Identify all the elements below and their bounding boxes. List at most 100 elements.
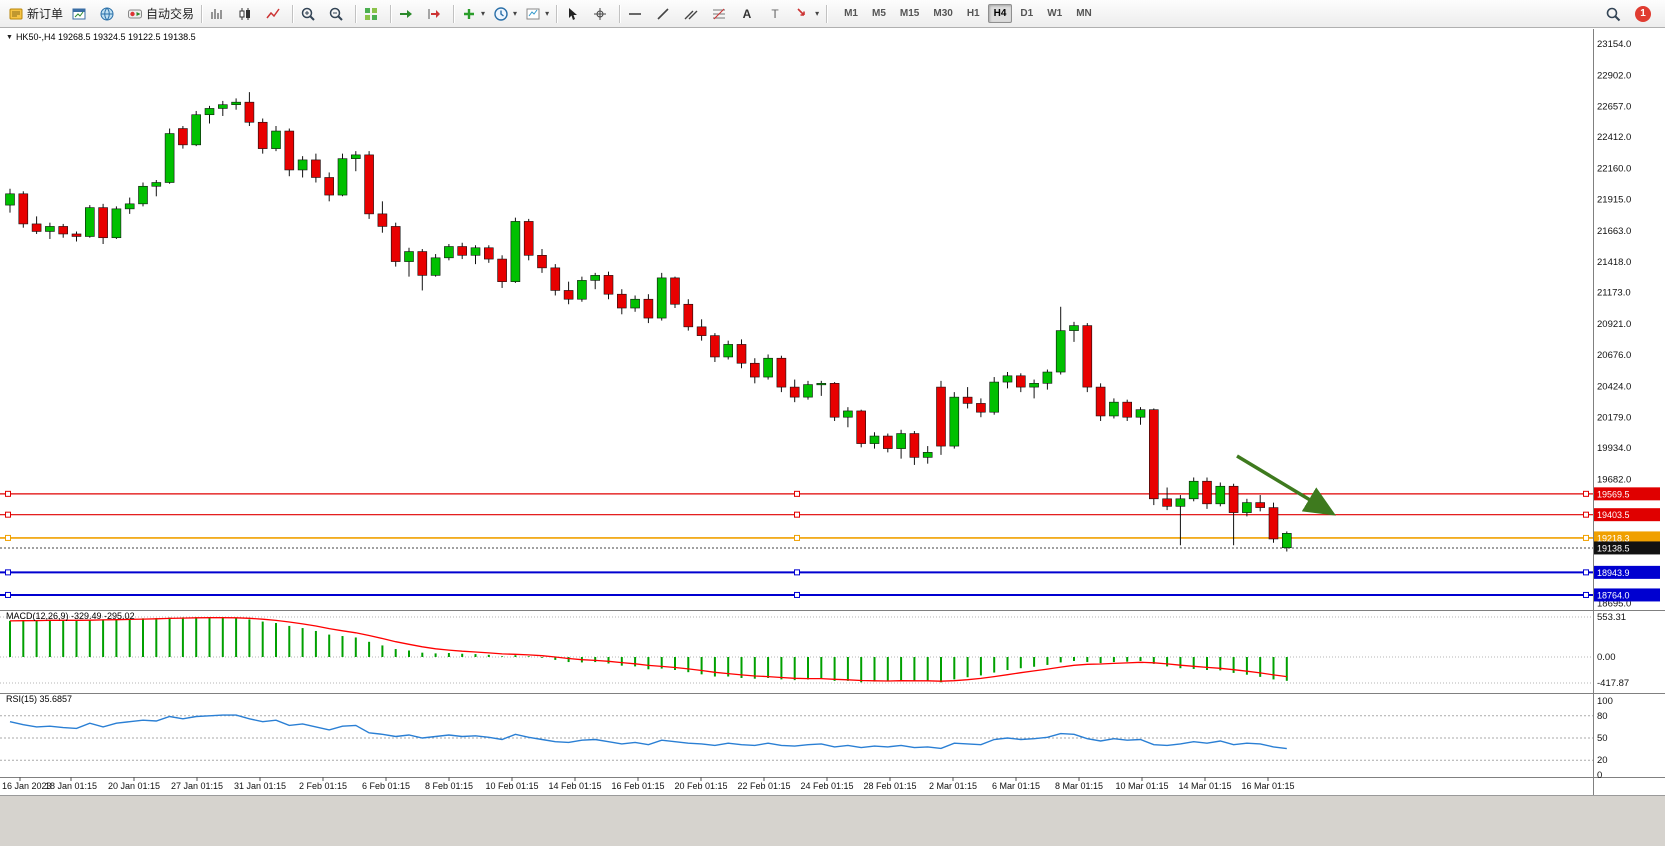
timeframe-mn-button[interactable]: MN xyxy=(1076,8,1092,19)
periods-button[interactable]: ▾ xyxy=(489,2,521,26)
candle xyxy=(218,104,228,109)
chart-window: 23154.0 22902.0 22657.0 22412.0 22160.0 21915… xyxy=(0,29,1665,795)
arrows-tool-button[interactable]: ▾ xyxy=(791,2,823,26)
time-tick-label: 14 Feb 01:15 xyxy=(548,781,601,791)
candle xyxy=(643,298,654,319)
timeframe-h1-button[interactable]: H1 xyxy=(966,8,980,19)
dropdown-caret-icon[interactable]: ▾ xyxy=(481,9,486,18)
toolbar-separator xyxy=(355,4,357,23)
candle xyxy=(444,246,454,259)
candlestick-chart-button[interactable] xyxy=(233,2,261,26)
bar-chart-button[interactable] xyxy=(205,2,233,26)
candle xyxy=(523,221,534,256)
auto-trading-icon xyxy=(128,9,143,18)
candle xyxy=(1069,325,1079,331)
candle xyxy=(1282,533,1292,549)
candle xyxy=(577,280,587,300)
timeframe-buttons: M1 M5 M15 M30 H1 H4 D1 W1 MN xyxy=(838,4,1098,23)
candle xyxy=(1188,480,1199,500)
candle xyxy=(829,383,840,418)
auto-scroll-button[interactable] xyxy=(394,2,422,26)
candle xyxy=(1055,330,1066,373)
timeframe-m5-button[interactable]: M5 xyxy=(872,8,886,19)
auto-trading-button-label: 自动交易 xyxy=(146,7,195,21)
text-tool-button[interactable]: A xyxy=(735,2,763,26)
trendline-button[interactable] xyxy=(651,2,679,26)
indicators-icon xyxy=(464,8,475,19)
timeframe-m30-button[interactable]: M30 xyxy=(933,8,953,19)
dropdown-caret-icon[interactable]: ▾ xyxy=(545,9,550,18)
search-button[interactable] xyxy=(1601,2,1629,26)
timeframe-w1-button[interactable]: W1 xyxy=(1047,8,1063,19)
chart-shift-button[interactable] xyxy=(422,2,450,26)
price-label-chip xyxy=(1594,531,1660,545)
label-tool-button[interactable]: T xyxy=(763,2,791,26)
time-tick-label: 8 Mar 01:15 xyxy=(1055,781,1103,791)
indicators-button[interactable]: ▾ xyxy=(457,2,489,26)
price-tick-label: 19682.0 xyxy=(1597,475,1631,486)
timeframe-m15-button[interactable]: M15 xyxy=(899,8,920,19)
candle xyxy=(138,185,148,205)
new-order-button[interactable]: 新订单 xyxy=(4,2,67,26)
market-watch-button[interactable] xyxy=(95,2,123,26)
candle xyxy=(191,114,201,146)
timeframe-m1-button[interactable]: M1 xyxy=(844,8,858,19)
tile-windows-button[interactable] xyxy=(359,2,387,26)
candle xyxy=(257,121,268,149)
candle xyxy=(723,344,734,358)
price-tick-label: 21915.0 xyxy=(1597,194,1631,205)
templates-button[interactable]: ▾ xyxy=(521,2,553,26)
candle xyxy=(563,290,574,300)
toolbar: 新订单 自动交易 ▾ ▾ ▾ A T ▾ M1 M5 M15 M30 H1 H4 D1 W1 MN 1 xyxy=(0,0,1665,28)
price-tick-label: 22412.0 xyxy=(1597,132,1631,143)
toolbar-separator xyxy=(619,4,621,23)
line-handle xyxy=(1583,511,1589,518)
candle xyxy=(297,159,308,171)
timeframe-h4-button[interactable]: H4 xyxy=(987,4,1013,23)
channel-button[interactable] xyxy=(679,2,707,26)
candle xyxy=(231,101,241,105)
crosshair-button[interactable] xyxy=(588,2,616,26)
line-chart-button[interactable] xyxy=(261,2,289,26)
candle xyxy=(151,182,162,187)
candle xyxy=(789,386,800,398)
candle xyxy=(1215,485,1226,505)
chart-window-icon xyxy=(72,8,86,19)
horizontal-line-button[interactable] xyxy=(623,2,651,26)
zoom-in-button[interactable] xyxy=(296,2,324,26)
candle xyxy=(1135,409,1146,418)
candle-chart-icon xyxy=(239,7,251,20)
candle xyxy=(430,257,441,276)
cursor-button[interactable] xyxy=(560,2,588,26)
fibonacci-button[interactable] xyxy=(707,2,735,26)
price-label-chip-text: 18943.9 xyxy=(1597,568,1630,578)
candle xyxy=(896,433,906,449)
collapse-triangle-icon[interactable]: ▼ xyxy=(6,33,13,41)
dropdown-caret-icon[interactable]: ▾ xyxy=(815,9,820,18)
auto-trading-button[interactable]: 自动交易 xyxy=(123,2,198,26)
candle xyxy=(656,277,667,319)
trend-arrow-annotation[interactable] xyxy=(1236,454,1336,516)
time-tick-label: 27 Jan 01:15 xyxy=(171,781,223,791)
templates-icon xyxy=(526,8,540,19)
dropdown-caret-icon[interactable]: ▾ xyxy=(513,9,518,18)
timeframe-d1-button[interactable]: D1 xyxy=(1020,8,1034,19)
rsi-scale-label: 20 xyxy=(1597,755,1608,766)
bar-chart-icon xyxy=(211,8,222,19)
price-scale[interactable]: 23154.0 22902.0 22657.0 22412.0 22160.0 21915… xyxy=(1594,39,1660,610)
candle xyxy=(1268,507,1279,540)
hline-icon xyxy=(629,12,642,15)
line-handle xyxy=(794,591,800,598)
shapes-icon xyxy=(797,7,805,16)
macd-scale-label: 553.31 xyxy=(1597,612,1626,623)
candle xyxy=(736,344,747,364)
candle xyxy=(404,251,414,262)
chart-window-button[interactable] xyxy=(67,2,95,26)
candle xyxy=(1029,383,1039,388)
time-tick-label: 24 Feb 01:15 xyxy=(800,781,853,791)
candle xyxy=(324,177,335,196)
notification-badge[interactable]: 1 xyxy=(1635,5,1651,22)
candle xyxy=(111,208,122,239)
zoom-out-button[interactable] xyxy=(324,2,352,26)
